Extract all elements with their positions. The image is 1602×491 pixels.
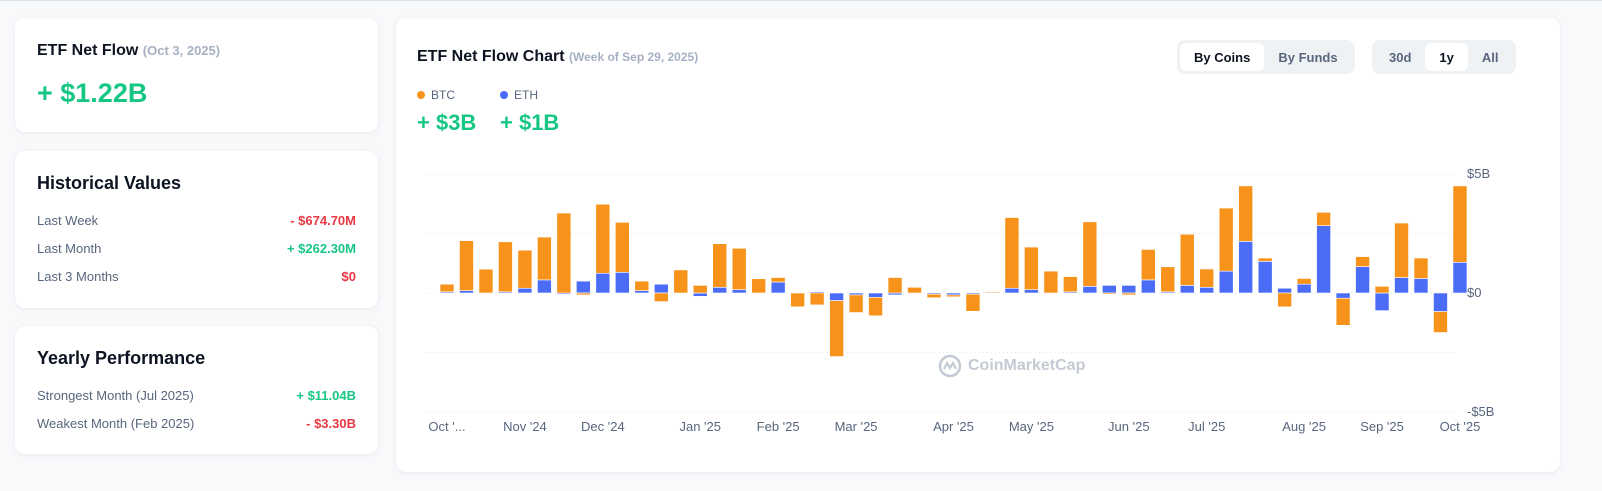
legend-eth[interactable]: ETH	[500, 88, 538, 102]
yearly-row: Strongest Month (Jul 2025) + $11.04B	[37, 388, 356, 403]
chart-subtitle: (Week of Sep 29, 2025)	[569, 50, 699, 64]
historical-values-card: Historical Values Last Week - $674.70M La…	[15, 151, 378, 308]
tab-by-funds[interactable]: By Funds	[1278, 49, 1338, 65]
tab-by-coins[interactable]: By Coins	[1180, 43, 1265, 71]
chart-title-text: ETF Net Flow Chart	[417, 48, 565, 65]
tab-1y[interactable]: 1y	[1425, 43, 1468, 71]
tab-30d[interactable]: 30d	[1389, 49, 1412, 65]
row-label: Last 3 Months	[37, 269, 119, 284]
btc-total: + $3B	[417, 110, 477, 135]
row-value: + $11.04B	[296, 388, 356, 403]
row-period: (Feb 2025)	[130, 416, 195, 431]
row-label: Strongest Month (Jul 2025)	[37, 388, 194, 403]
row-value: - $3.30B	[306, 416, 356, 431]
yearly-title: Yearly Performance	[37, 348, 206, 368]
range-toggle: 30d 1y All	[1372, 40, 1516, 74]
net-flow-title-text: ETF Net Flow	[37, 42, 139, 59]
row-period: (Jul 2025)	[136, 388, 194, 403]
historical-title: Historical Values	[37, 173, 182, 193]
legend-label: BTC	[431, 88, 455, 102]
chart-card: ETF Net Flow Chart (Week of Sep 29, 2025…	[396, 18, 1560, 472]
coinmarketcap-logo-icon	[938, 354, 962, 378]
row-value: + $262.30M	[286, 241, 356, 256]
net-flow-title: ETF Net Flow (Oct 3, 2025)	[37, 42, 220, 60]
row-label-text: Weakest Month	[37, 416, 128, 431]
net-flow-date: (Oct 3, 2025)	[142, 43, 221, 58]
watermark-text: CoinMarketCap	[968, 357, 1086, 374]
net-flow-card: ETF Net Flow (Oct 3, 2025) + $1.22B	[15, 18, 378, 132]
legend-label: ETH	[514, 88, 538, 102]
row-label: Last Month	[37, 241, 102, 256]
eth-dot-icon	[500, 91, 508, 99]
row-value: $0	[341, 269, 356, 284]
yearly-row: Weakest Month (Feb 2025) - $3.30B	[37, 416, 356, 431]
chart-title: ETF Net Flow Chart (Week of Sep 29, 2025…	[417, 48, 698, 66]
row-label: Weakest Month (Feb 2025)	[37, 416, 194, 431]
historical-row: Last Week - $674.70M	[37, 213, 356, 228]
row-label: Last Week	[37, 213, 99, 228]
btc-dot-icon	[417, 91, 425, 99]
watermark: CoinMarketCap	[938, 354, 1085, 378]
legend-btc[interactable]: BTC	[417, 88, 455, 102]
eth-total: + $1B	[500, 110, 560, 135]
row-label-text: Strongest Month	[37, 388, 133, 403]
historical-row: Last 3 Months $0	[37, 269, 356, 284]
row-value: - $674.70M	[290, 213, 356, 228]
yearly-performance-card: Yearly Performance Strongest Month (Jul …	[15, 326, 378, 454]
historical-row: Last Month + $262.30M	[37, 241, 356, 256]
tab-all[interactable]: All	[1481, 49, 1499, 65]
view-toggle: By Coins By Funds	[1177, 40, 1355, 74]
net-flow-value: + $1.22B	[37, 78, 148, 108]
